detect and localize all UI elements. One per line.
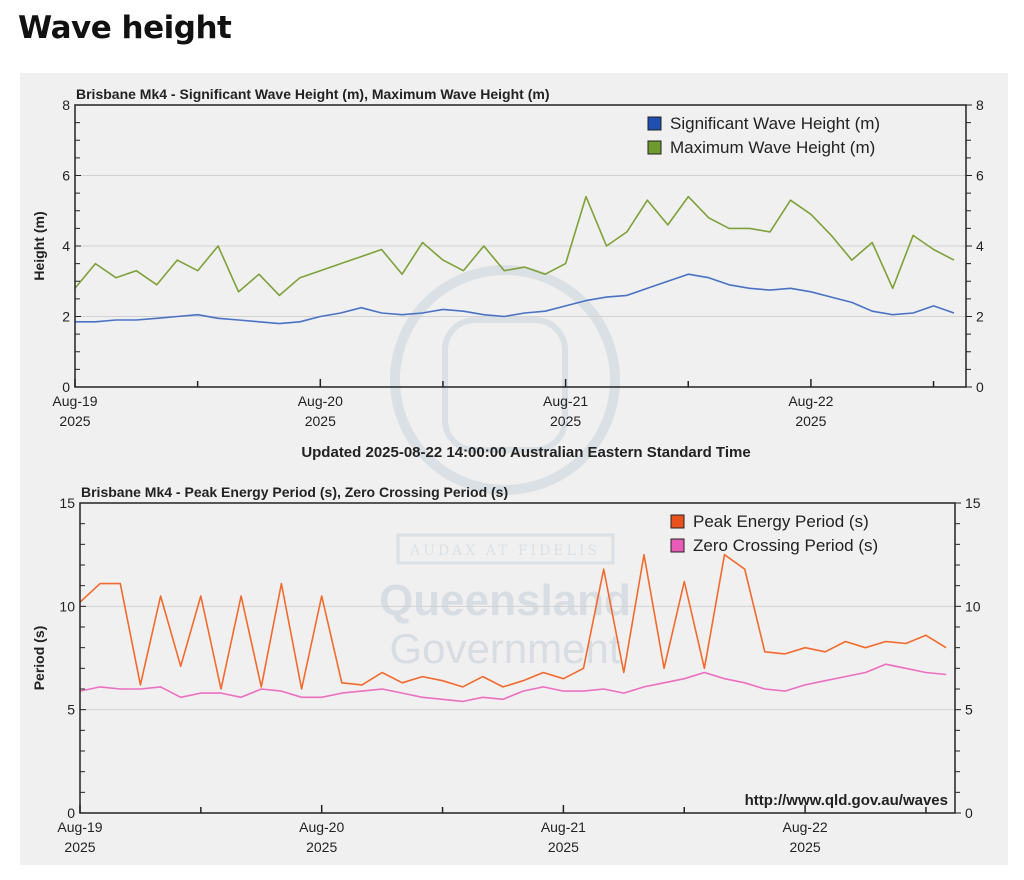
chart-period: 0 0 5 5 10 10 15 15 Aug-19 2025 Aug-20 2025 Aug-21 20…	[31, 484, 981, 855]
y-tick-label-left: 5	[67, 702, 75, 718]
y-tick-label-left: 0	[67, 805, 75, 821]
y-tick-label-right: 10	[965, 598, 981, 614]
x-tick-label: Aug-20	[299, 819, 344, 835]
x-tick-year: 2025	[790, 839, 821, 855]
x-tick-year: 2025	[59, 413, 90, 429]
y-tick-label-left: 10	[59, 598, 75, 614]
y-tick-label-left: 15	[59, 495, 75, 511]
page-title: Wave height	[18, 10, 232, 46]
x-tick-label: Aug-21	[543, 393, 588, 409]
watermark-line1: Queensland	[379, 576, 631, 625]
series-line-0	[75, 273, 955, 325]
x-tick-year: 2025	[305, 413, 336, 429]
x-tick-year: 2025	[795, 413, 826, 429]
x-tick-label: Aug-19	[57, 819, 102, 835]
y-tick-label-left: 4	[62, 238, 70, 254]
legend-item: Zero Crossing Period (s)	[670, 536, 878, 555]
legend-swatch-icon	[647, 116, 662, 131]
series-line-0	[79, 553, 947, 690]
legend-swatch-icon	[670, 514, 685, 529]
x-tick-label: Aug-22	[788, 393, 833, 409]
watermark-motto: AUDAX AT FIDELIS	[409, 543, 600, 559]
x-tick-year: 2025	[550, 413, 581, 429]
series-line-1	[79, 663, 947, 703]
y-tick-label-left: 2	[62, 309, 70, 325]
legend-label: Peak Energy Period (s)	[693, 512, 869, 531]
chart-title: Brisbane Mk4 - Peak Energy Period (s), Z…	[81, 484, 508, 500]
y-tick-label-right: 8	[976, 97, 984, 113]
x-tick-label: Aug-22	[783, 819, 828, 835]
legend-swatch-icon	[647, 140, 662, 155]
y-tick-label-right: 0	[965, 805, 973, 821]
x-tick-label: Aug-20	[298, 393, 343, 409]
legend-label: Significant Wave Height (m)	[670, 114, 880, 133]
x-tick-year: 2025	[64, 839, 95, 855]
chart-height: 0 0 2 2 4 4 6 6 8 8 Aug-19 2025 Aug-20 2025 Aug-21 2025…	[31, 86, 984, 429]
series-line-1	[74, 195, 955, 297]
y-tick-label-right: 0	[976, 379, 984, 395]
x-tick-year: 2025	[306, 839, 337, 855]
shield-watermark-icon	[442, 317, 568, 453]
legend-item: Significant Wave Height (m)	[647, 114, 880, 133]
x-tick-label: Aug-21	[541, 819, 586, 835]
y-tick-label-right: 15	[965, 495, 981, 511]
x-tick-year: 2025	[548, 839, 579, 855]
y-tick-label-left: 8	[62, 97, 70, 113]
plot-frame	[79, 502, 956, 814]
wave-charts-panel	[20, 73, 1008, 865]
y-axis-label: Height (m)	[31, 211, 47, 280]
y-tick-label-left: 6	[62, 168, 70, 184]
motto-scroll-icon	[396, 533, 615, 565]
chart-title: Brisbane Mk4 - Significant Wave Height (…	[76, 86, 549, 102]
y-tick-label-left: 0	[62, 379, 70, 395]
legend-swatch-icon	[670, 538, 685, 553]
y-tick-label-right: 4	[976, 238, 984, 254]
credit-url: http://www.qld.gov.au/waves	[745, 792, 948, 809]
updated-timestamp: Updated 2025-08-22 14:00:00 Australian E…	[301, 444, 750, 461]
legend-item: Maximum Wave Height (m)	[647, 138, 875, 157]
watermark-line2: Government	[389, 625, 620, 672]
x-tick-label: Aug-19	[52, 393, 97, 409]
y-tick-label-right: 2	[976, 309, 984, 325]
legend-label: Maximum Wave Height (m)	[670, 138, 875, 157]
legend-item: Peak Energy Period (s)	[670, 512, 869, 531]
y-axis-label: Period (s)	[31, 626, 47, 691]
y-tick-label-right: 5	[965, 702, 973, 718]
y-tick-label-right: 6	[976, 168, 984, 184]
legend-label: Zero Crossing Period (s)	[693, 536, 878, 555]
